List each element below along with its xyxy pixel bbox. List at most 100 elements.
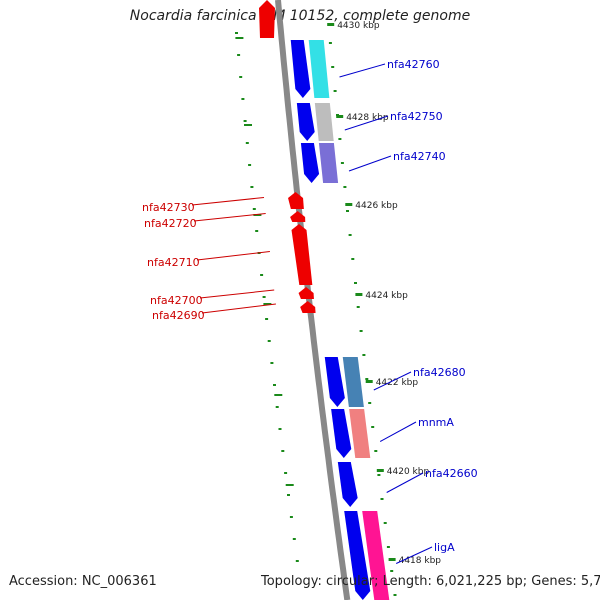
reverse-gene-arrow[interactable]: [288, 192, 304, 209]
inner-track-dot: [239, 76, 243, 78]
outer-track-dot: [351, 258, 355, 260]
outer-track-dot: [346, 210, 349, 212]
ruler-tick-mark: [345, 203, 353, 206]
genome-summary-label: Topology: circular; Length: 6,021,225 bp…: [261, 574, 600, 589]
outer-track-dot: [340, 162, 344, 164]
map-title: Nocardia farcinica IFM 10152, complete g…: [129, 8, 471, 24]
forward-gene-label[interactable]: nfa42740: [393, 150, 446, 163]
gene-label-leader: [193, 213, 266, 222]
inner-track-dot: [245, 142, 249, 144]
forward-gene-arrow[interactable]: [331, 409, 352, 458]
ruler-tick-label: 4424 kbp: [365, 291, 408, 301]
reverse-gene-label[interactable]: nfa42720: [144, 217, 197, 230]
outer-track-dot: [390, 570, 394, 572]
ruler-tick-mark: [365, 380, 373, 383]
gene-track-box: [349, 409, 371, 458]
forward-gene-arrow[interactable]: [296, 103, 315, 141]
reverse-gene-label[interactable]: nfa42710: [147, 256, 200, 269]
inner-track-dot: [243, 120, 247, 122]
inner-track-dot: [270, 362, 274, 364]
gene-label-leader: [201, 303, 276, 314]
ruler-tick-mark: [388, 558, 396, 561]
ruler-tick-label: 4418 kbp: [399, 556, 442, 566]
ruler-tick-mark: [355, 293, 363, 296]
ruler-tick-label: 4420 kbp: [387, 467, 430, 477]
gene-track-box: [342, 357, 364, 407]
ruler-tick-label: 4428 kbp: [346, 113, 389, 123]
forward-gene-label[interactable]: ligA: [434, 541, 455, 554]
ruler-tick-label: 4422 kbp: [376, 378, 419, 388]
gene-label-leader: [199, 289, 275, 299]
outer-track-dot: [356, 306, 360, 308]
gene-track-box: [314, 103, 334, 141]
gene-label-leader: [191, 197, 265, 206]
forward-gene-label[interactable]: nfa42660: [425, 467, 478, 480]
inner-ruler-tick: [235, 37, 244, 39]
reverse-gene-label[interactable]: nfa42700: [150, 294, 203, 307]
inner-track-dot: [273, 384, 276, 386]
forward-gene-label[interactable]: mnmA: [418, 416, 454, 429]
inner-track-dot: [265, 318, 269, 320]
outer-track-dot: [377, 474, 381, 476]
reverse-gene-arrow[interactable]: [259, 0, 275, 38]
forward-gene-arrow[interactable]: [337, 462, 358, 507]
ruler-tick-mark: [327, 23, 335, 26]
inner-ruler-tick: [244, 124, 252, 126]
inner-track-dot: [262, 296, 266, 298]
inner-ruler-tick: [253, 214, 262, 216]
outer-track-dot: [328, 42, 332, 44]
ruler-tick-label: 4426 kbp: [355, 201, 398, 211]
forward-gene-arrow[interactable]: [290, 40, 311, 98]
inner-ruler-tick: [274, 394, 283, 396]
ruler-tick-label: 4430 kbp: [337, 21, 380, 31]
inner-track-dot: [250, 186, 254, 188]
outer-track-dot: [331, 66, 335, 68]
inner-track-dot: [267, 340, 271, 342]
inner-track-dot: [237, 54, 241, 56]
ruler-tick-mark: [376, 469, 384, 472]
inner-track-dot: [248, 164, 252, 166]
gene-label-leader: [344, 115, 389, 131]
gene-label-leader: [373, 371, 412, 391]
gene-label-leader: [379, 421, 417, 442]
reverse-gene-label[interactable]: nfa42690: [152, 309, 205, 322]
gene-label-leader: [339, 63, 386, 78]
gene-arrows[interactable]: [259, 0, 371, 600]
forward-gene-label[interactable]: nfa42760: [387, 58, 440, 71]
gene-track-box: [362, 511, 390, 600]
forward-gene-label[interactable]: nfa42750: [390, 110, 443, 123]
ruler-tick-mark: [336, 115, 344, 118]
inner-track-dot: [284, 472, 288, 474]
outer-track-dot: [383, 522, 387, 524]
reverse-gene-arrow[interactable]: [290, 211, 306, 222]
forward-gene-arrow[interactable]: [300, 143, 320, 183]
gene-track-box: [308, 40, 330, 98]
outer-track-dot: [386, 546, 390, 548]
forward-gene-arrow[interactable]: [324, 357, 345, 407]
inner-track-dot: [289, 516, 293, 518]
gene-labels[interactable]: nfa42760 nfa42750 nfa42740 nfa42680 mnmA nfa4…: [142, 58, 478, 564]
outer-track-dot: [368, 402, 372, 404]
outer-track-dot: [374, 450, 378, 452]
reverse-gene-arrow[interactable]: [291, 224, 313, 285]
inner-track-dot: [260, 274, 264, 276]
inner-track-dot: [275, 406, 279, 408]
inner-track-dot: [281, 450, 285, 452]
gene-track-box: [318, 143, 339, 183]
forward-gene-label[interactable]: nfa42680: [413, 366, 466, 379]
reverse-gene-arrow[interactable]: [298, 287, 314, 299]
inner-track-dot: [241, 98, 245, 100]
outer-track-dot: [338, 138, 342, 140]
inner-track-dot: [235, 32, 238, 34]
inner-ruler-tick: [285, 484, 294, 486]
gene-label-leader: [395, 546, 433, 564]
outer-track-dot: [348, 234, 352, 236]
forward-gene-arrow[interactable]: [344, 511, 371, 600]
outer-track-dot: [365, 378, 369, 380]
ruler-ticks: 4430 kbp 4428 kbp 4426 kbp 4424 kbp 4422 kbp…: [235, 21, 441, 566]
reverse-gene-arrow[interactable]: [300, 301, 316, 313]
inner-track-dot: [278, 428, 282, 430]
reverse-gene-label[interactable]: nfa42730: [142, 201, 195, 214]
gene-label-leader: [196, 251, 270, 261]
